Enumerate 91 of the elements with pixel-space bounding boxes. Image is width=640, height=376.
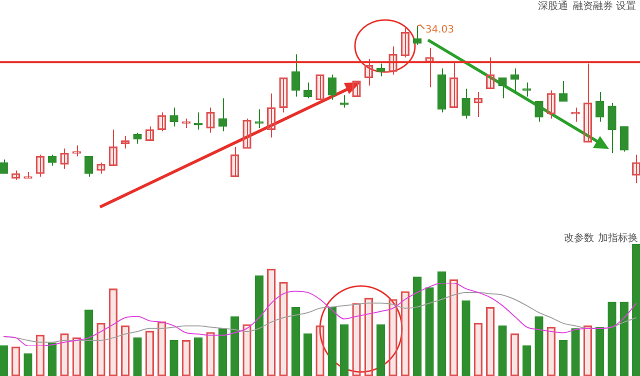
annotation: 改参数 [564, 233, 594, 245]
bar [206, 332, 215, 376]
candlestick [218, 98, 227, 132]
candlestick [462, 88, 470, 120]
bar [413, 276, 422, 376]
bar [632, 244, 640, 376]
bar [437, 271, 446, 376]
annotation: 加指标 [598, 233, 628, 245]
candlestick [376, 63, 386, 77]
text: 深股通 [538, 1, 568, 13]
bar [48, 342, 57, 376]
bar [157, 322, 166, 376]
candlestick [242, 118, 252, 149]
candlestick [632, 154, 640, 184]
bar [376, 324, 386, 376]
bar [0, 345, 8, 376]
candlestick [157, 112, 166, 132]
bar [546, 326, 556, 376]
text: 设置 [616, 1, 636, 13]
candlestick [279, 77, 288, 113]
bar [425, 287, 434, 376]
bar [559, 340, 568, 376]
bar [218, 328, 227, 376]
candlestick [400, 27, 410, 58]
text: 融资融券 [573, 1, 613, 13]
bar [316, 326, 324, 376]
bar [620, 302, 629, 376]
candlestick [608, 102, 616, 154]
candlestick [413, 26, 422, 46]
candlestick [84, 156, 94, 178]
candlestick [620, 126, 629, 152]
bar [84, 310, 94, 376]
bar [230, 316, 240, 376]
candlestick [328, 74, 336, 100]
candlestick [182, 118, 190, 129]
bar [596, 326, 604, 376]
bar [388, 299, 398, 376]
bar [522, 345, 532, 376]
bar [608, 302, 616, 376]
bar [72, 337, 81, 376]
candlestick [170, 107, 178, 127]
bar [340, 324, 349, 376]
bar [364, 298, 373, 376]
candlestick [36, 154, 44, 178]
bar [291, 307, 300, 376]
annotation: 34.03 [425, 24, 454, 36]
bar [474, 322, 483, 376]
bar [133, 337, 142, 376]
candlestick [534, 100, 544, 122]
bar [486, 307, 495, 376]
annotation: 换 [628, 233, 638, 245]
candlestick [316, 74, 324, 100]
bar [352, 303, 361, 376]
bar [60, 333, 69, 376]
bar [120, 326, 130, 376]
candlestick [583, 63, 592, 143]
bar [583, 326, 592, 376]
bar [254, 275, 264, 376]
bar [267, 268, 276, 376]
candlestick [108, 129, 118, 166]
bar [170, 340, 178, 376]
bar [328, 307, 336, 376]
candlestick [474, 91, 483, 118]
bar [450, 279, 458, 376]
bar [400, 291, 410, 376]
bar [462, 300, 470, 376]
candlestick [450, 62, 458, 108]
bar [534, 316, 544, 376]
bar [96, 322, 106, 376]
bar [145, 330, 154, 376]
bar [194, 337, 203, 376]
bar [510, 333, 520, 376]
bar [498, 326, 507, 376]
candlestick [596, 91, 604, 122]
bar [279, 282, 288, 376]
candlestick [546, 90, 556, 120]
bar [571, 328, 580, 376]
candlestick [230, 146, 240, 178]
bar [24, 353, 32, 376]
bar [182, 340, 190, 376]
candlestick [133, 132, 142, 144]
bar [304, 333, 312, 376]
bar [36, 334, 44, 376]
candlestick [96, 162, 106, 174]
candlestick [291, 54, 300, 98]
bar [11, 346, 20, 376]
candlestick [60, 148, 69, 170]
candlestick [254, 108, 264, 129]
bar [108, 288, 118, 376]
candlestick [206, 107, 215, 134]
bar [242, 324, 252, 376]
